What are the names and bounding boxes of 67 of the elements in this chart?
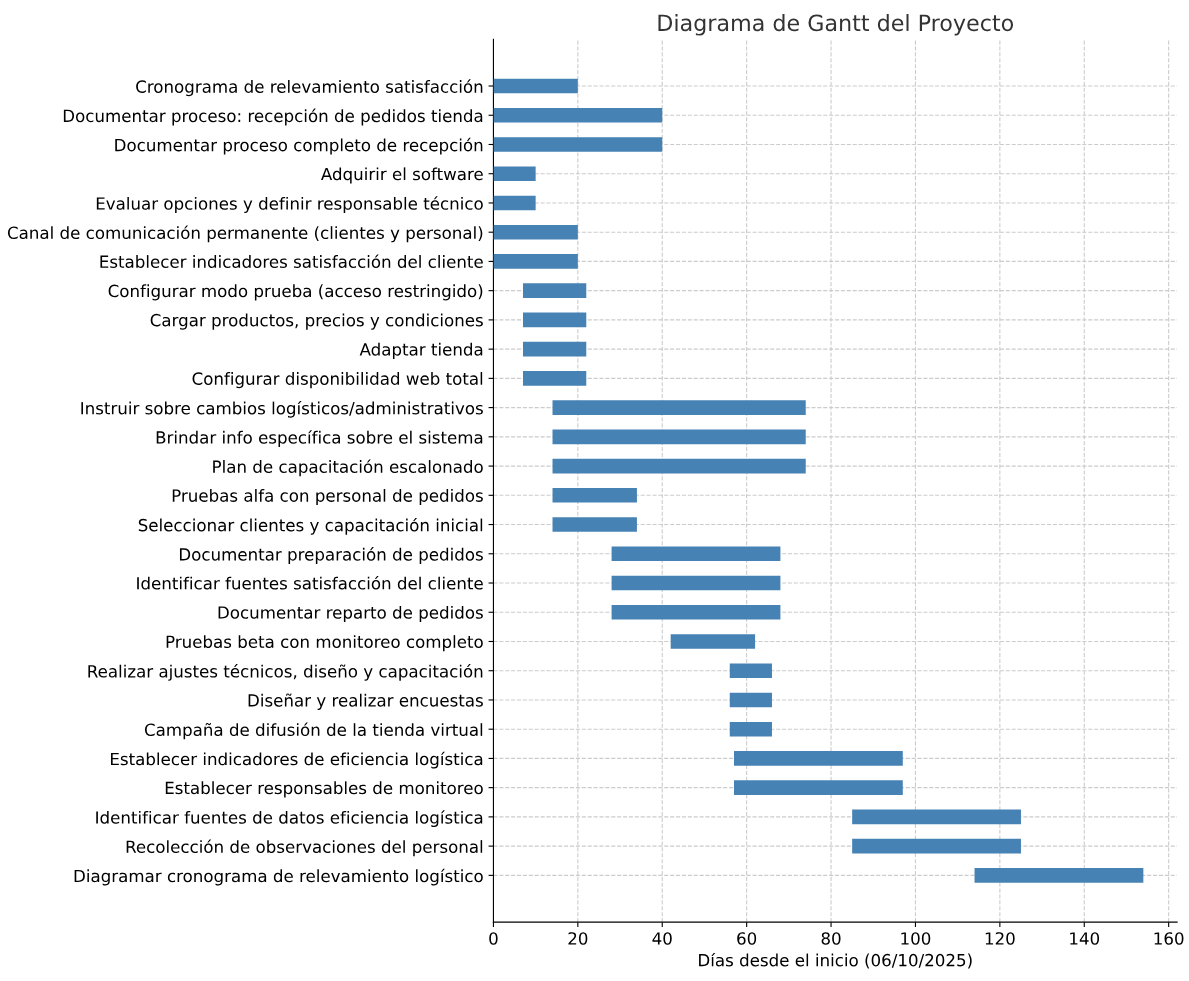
y-tick-label: Diseñar y realizar encuestas (248, 693, 483, 710)
y-tick-label: Canal de comunicación permanente (clientes y personal) (7, 225, 483, 243)
bar (611, 546, 781, 562)
y-tick-label: Documentar reparto de pedidos (218, 605, 483, 623)
bar (670, 634, 756, 649)
bar (552, 488, 637, 503)
bar (493, 195, 536, 211)
y-tick-label: Campaña de difusión de la tienda virtual (144, 722, 483, 740)
y-tick-label: Identificar fuentes satisfacción del cliente (137, 576, 483, 590)
bar (522, 371, 587, 386)
bar (493, 224, 578, 240)
x-tick-label: 60 (737, 932, 757, 945)
y-tick-label: Recolección de observaciones del personal (126, 839, 483, 857)
bar (974, 868, 1144, 883)
bar (611, 575, 781, 591)
y-tick-label: Plan de capacitación escalonado (213, 459, 483, 477)
x-tick-label: 140 (1070, 932, 1100, 945)
y-tick-label: Documentar proceso: recepción de pedidos tienda (63, 108, 483, 126)
x-tick-label: 100 (901, 932, 931, 945)
bar (493, 107, 663, 123)
y-tick-label: Pruebas beta con monitoreo completo (166, 635, 483, 652)
bar (493, 166, 536, 182)
bar (611, 604, 781, 620)
bar (729, 721, 772, 737)
bar (852, 838, 1021, 854)
bar (733, 780, 903, 795)
bar (552, 517, 637, 532)
y-tick-label: Establecer responsables de monitoreo (165, 781, 483, 798)
x-tick-label: 20 (568, 932, 588, 945)
y-tick-label: Establecer indicadores satisfacción del cliente (100, 254, 483, 268)
bar (552, 400, 806, 415)
bar (552, 458, 806, 474)
y-tick-label: Identificar fuentes de datos eficiencia logística (96, 810, 483, 828)
bar (852, 809, 1021, 825)
y-tick-label: Documentar proceso completo de recepción (115, 137, 483, 155)
x-axis-title: Días desde el inicio (06/10/2025) (699, 952, 972, 969)
bar (522, 312, 587, 328)
bar (493, 137, 663, 152)
bar (522, 341, 587, 357)
y-tick-label: Seleccionar clientes y capacitación inicial (138, 517, 483, 535)
y-tick-label: Evaluar opciones y definir responsable técnico (96, 196, 483, 214)
x-tick-label: 40 (652, 932, 672, 945)
y-tick-label: Pruebas alfa con personal de pedidos (172, 488, 483, 506)
x-tick-label: 80 (821, 932, 841, 945)
bar (729, 663, 772, 679)
y-tick-label: Adquirir el software (321, 167, 483, 184)
x-tick-label: 0 (489, 932, 498, 945)
y-tick-label: Configurar disponibilidad web total (192, 372, 483, 389)
bar (729, 692, 772, 708)
bar (493, 78, 578, 94)
x-tick-label: 160 (1154, 932, 1184, 945)
x-tick-label: 120 (985, 932, 1015, 945)
y-tick-label: Adaptar tienda (359, 342, 483, 359)
y-tick-label: Cronograma de relevamiento satisfacción (136, 79, 483, 97)
bar (733, 751, 903, 766)
y-tick-label: Instruir sobre cambios logísticos/administrativos (81, 400, 483, 418)
y-tick-label: Configurar modo prueba (acceso restringido) (108, 284, 483, 301)
bar (522, 283, 587, 298)
y-tick-label: Cargar productos, precios y condiciones (150, 313, 483, 330)
y-tick-label: Diagramar cronograma de relevamiento logístico (74, 868, 483, 886)
bar (552, 429, 806, 445)
y-tick-label: Establecer indicadores de eficiencia logística (111, 751, 483, 769)
chart-title: Diagrama de Gantt del Proyecto (658, 14, 1014, 36)
bar (493, 254, 578, 269)
y-tick-label: Documentar preparación de pedidos (179, 547, 483, 564)
y-tick-label: Brindar info específica sobre el sistema (156, 430, 483, 447)
y-tick-label: Realizar ajustes técnicos, diseño y capacitación (88, 664, 483, 681)
